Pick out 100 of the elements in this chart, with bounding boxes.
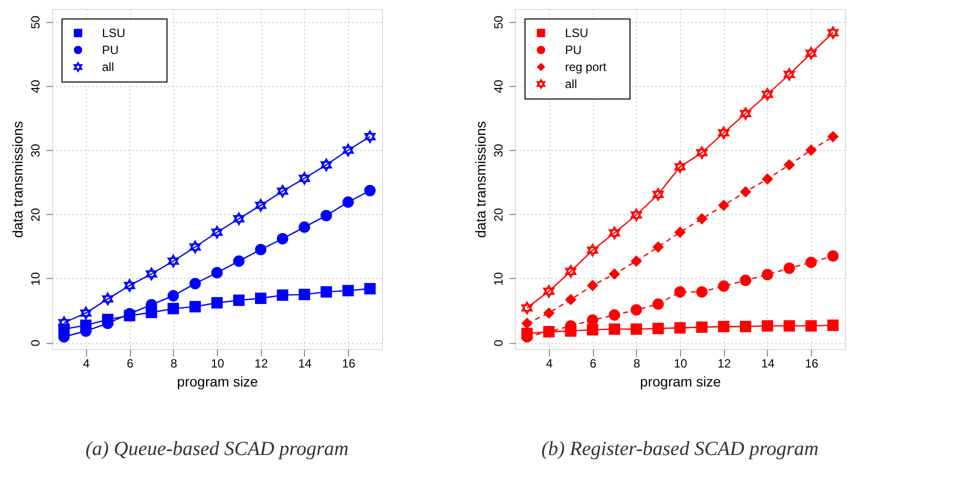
- x-tick-label: 12: [718, 356, 732, 370]
- y-tick-label: 50: [492, 15, 506, 30]
- legend-label: LSU: [565, 26, 588, 40]
- point: [298, 288, 310, 300]
- point: [784, 159, 795, 171]
- point: [762, 320, 774, 332]
- point: [543, 307, 555, 319]
- point: [784, 68, 795, 81]
- point: [630, 304, 642, 316]
- point: [364, 282, 376, 294]
- point: [652, 298, 664, 310]
- point: [827, 250, 839, 262]
- legend-label: reg port: [565, 60, 608, 74]
- point: [364, 184, 376, 196]
- point: [521, 301, 533, 314]
- y-tick-label: 30: [28, 144, 42, 158]
- x-tick-label: 8: [170, 356, 178, 370]
- point: [168, 290, 179, 302]
- x-tick-label: 8: [633, 356, 640, 370]
- point: [718, 280, 730, 292]
- legend-label: all: [565, 77, 578, 91]
- point: [189, 278, 201, 290]
- point: [630, 208, 642, 222]
- point: [674, 322, 686, 334]
- y-tick-label: 0: [492, 339, 506, 346]
- point: [586, 324, 598, 336]
- point: [124, 279, 136, 292]
- y-tick-label: 50: [28, 15, 42, 30]
- point: [521, 318, 533, 330]
- x-tick-label: 14: [761, 356, 775, 370]
- x-tick-label: 4: [83, 356, 90, 370]
- point: [827, 320, 839, 331]
- point: [762, 173, 774, 185]
- point: [696, 213, 708, 224]
- legend-label: PU: [565, 43, 582, 57]
- point: [718, 126, 730, 140]
- point: [146, 267, 158, 280]
- point: [168, 254, 179, 268]
- point: [211, 297, 223, 309]
- x-tick-label: 16: [804, 356, 819, 370]
- point: [784, 262, 795, 274]
- x-tick-label: 6: [590, 356, 597, 370]
- point: [674, 286, 686, 298]
- y-axis-title: data transmissions: [472, 121, 488, 238]
- legend-label: LSU: [102, 26, 126, 40]
- point: [211, 226, 223, 239]
- point: [740, 107, 752, 120]
- point: [718, 320, 730, 332]
- point: [364, 130, 376, 144]
- point: [320, 286, 332, 298]
- x-tick-label: 14: [298, 356, 312, 370]
- point: [630, 255, 642, 267]
- x-axis-title: program size: [640, 374, 722, 390]
- point: [168, 302, 179, 314]
- point: [608, 309, 620, 321]
- point: [805, 144, 817, 156]
- point: [320, 158, 332, 172]
- point: [276, 184, 288, 198]
- point: [718, 200, 730, 212]
- y-tick-label: 40: [492, 79, 506, 94]
- point: [565, 294, 576, 306]
- point: [276, 232, 288, 244]
- x-tick-label: 12: [254, 356, 268, 370]
- y-axis-title: data transmissions: [10, 121, 26, 238]
- point: [255, 292, 266, 304]
- point: [608, 226, 620, 240]
- point: [342, 284, 354, 296]
- point: [696, 321, 708, 333]
- point: [342, 196, 354, 208]
- point: [255, 244, 266, 256]
- text: (a) Queue-based SCAD program: [85, 438, 349, 460]
- point: [740, 320, 752, 332]
- point: [586, 280, 598, 292]
- point: [233, 255, 245, 267]
- point: [652, 241, 664, 253]
- point: [565, 264, 576, 278]
- point: [805, 46, 817, 60]
- point: [608, 268, 620, 280]
- x-tick-label: 10: [210, 356, 224, 370]
- point: [189, 240, 201, 254]
- point: [102, 292, 114, 306]
- legend-label: PU: [102, 43, 119, 57]
- point: [608, 323, 620, 335]
- point: [696, 146, 708, 160]
- point: [211, 266, 223, 278]
- point: [652, 188, 664, 201]
- point: [298, 221, 310, 233]
- point: [80, 306, 92, 320]
- x-axis-title: program size: [177, 374, 258, 390]
- x-tick-label: 6: [126, 356, 134, 370]
- point: [740, 186, 752, 198]
- point: [586, 314, 598, 326]
- point: [762, 268, 774, 280]
- x-tick-label: 4: [546, 356, 554, 370]
- y-tick-label: 40: [28, 79, 42, 94]
- point: [652, 322, 664, 334]
- point: [342, 144, 354, 157]
- point: [740, 274, 752, 286]
- y-tick-label: 20: [28, 208, 42, 222]
- point: [827, 130, 839, 142]
